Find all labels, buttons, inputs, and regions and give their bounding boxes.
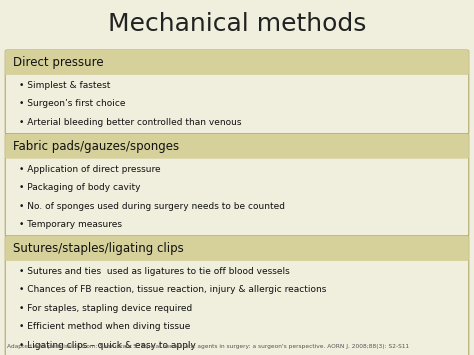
FancyBboxPatch shape (5, 50, 469, 134)
Text: Direct pressure: Direct pressure (13, 56, 103, 69)
Text: • Application of direct pressure: • Application of direct pressure (19, 165, 161, 174)
Text: Adapted with permission from: Samudrala S. Topical hemostatic agents in surgery:: Adapted with permission from: Samudrala … (7, 344, 409, 349)
Text: • Ligating clips – quick & easy to apply: • Ligating clips – quick & easy to apply (19, 341, 196, 350)
Text: • Efficient method when diving tissue: • Efficient method when diving tissue (19, 322, 191, 331)
Text: • Simplest & fastest: • Simplest & fastest (19, 81, 110, 90)
Text: • Surgeon’s first choice: • Surgeon’s first choice (19, 99, 126, 108)
Text: Sutures/staples/ligating clips: Sutures/staples/ligating clips (13, 242, 183, 255)
FancyBboxPatch shape (5, 236, 469, 355)
Text: • Sutures and ties  used as ligatures to tie off blood vessels: • Sutures and ties used as ligatures to … (19, 267, 290, 276)
FancyBboxPatch shape (5, 134, 469, 159)
FancyBboxPatch shape (5, 50, 469, 75)
Text: • Temporary measures: • Temporary measures (19, 220, 122, 229)
FancyBboxPatch shape (5, 134, 469, 236)
Text: Fabric pads/gauzes/sponges: Fabric pads/gauzes/sponges (13, 140, 179, 153)
FancyBboxPatch shape (5, 236, 469, 261)
Text: • Arterial bleeding better controlled than venous: • Arterial bleeding better controlled th… (19, 118, 241, 127)
Text: • Packaging of body cavity: • Packaging of body cavity (19, 183, 140, 192)
Text: • No. of sponges used during surgery needs to be counted: • No. of sponges used during surgery nee… (19, 202, 285, 211)
Text: Mechanical methods: Mechanical methods (108, 12, 366, 37)
Text: • For staples, stapling device required: • For staples, stapling device required (19, 304, 192, 313)
Text: • Chances of FB reaction, tissue reaction, injury & allergic reactions: • Chances of FB reaction, tissue reactio… (19, 285, 326, 294)
